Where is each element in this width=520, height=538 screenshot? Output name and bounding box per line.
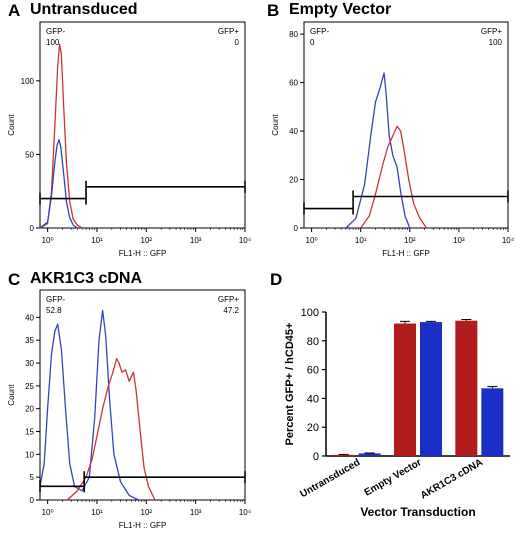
panel-b-x-tick-label: 10¹ bbox=[355, 236, 367, 245]
panel-a-x-tick-label: 10¹ bbox=[91, 236, 103, 245]
panel-b-y-tick-label: 0 bbox=[294, 224, 299, 233]
panel-b-series-2-line bbox=[360, 125, 428, 229]
panel-d-y-tick-label: 100 bbox=[301, 307, 319, 319]
panel-a-series-1-line bbox=[39, 43, 83, 229]
panel-c-gate-pos-label: GFP+ bbox=[218, 295, 239, 304]
panel-a-x-tick-label: 10² bbox=[141, 236, 153, 245]
panel-d-y-tick-label: 40 bbox=[307, 393, 319, 405]
panel-a-y-tick-label: 100 bbox=[21, 77, 35, 86]
panel-d-bar bbox=[420, 322, 442, 456]
panel-d-bar bbox=[332, 454, 355, 456]
panel-b-gate-pos-value: 100 bbox=[489, 38, 503, 47]
panel-c-y-tick-label: 30 bbox=[25, 359, 34, 368]
panel-a-y-axis-label: Count bbox=[7, 114, 16, 136]
panel-a-x-tick-label: 10⁰ bbox=[42, 236, 54, 245]
panel-c-gate-neg-value: 52.8 bbox=[46, 306, 62, 315]
panel-letter-b: B bbox=[267, 1, 280, 20]
panel-a-plot-frame bbox=[39, 21, 246, 229]
panel-a-y-tick-label: 0 bbox=[30, 224, 35, 233]
panel-b-x-tick-label: 10³ bbox=[453, 236, 465, 245]
panel-b-y-tick-label: 80 bbox=[289, 30, 298, 39]
panel-a-series-2-line bbox=[39, 139, 78, 229]
panel-c-y-tick-label: 20 bbox=[25, 405, 34, 414]
panel-d-y-tick-label: 80 bbox=[307, 336, 319, 348]
panel-a-x-axis-label: FL1-H :: GFP bbox=[119, 249, 167, 258]
panel-b-x-tick-label: 10⁴ bbox=[502, 236, 515, 245]
panel-d-category-label: Untransduced bbox=[298, 457, 362, 500]
panel-b-x-axis-label: FL1-H :: GFP bbox=[382, 249, 430, 258]
panel-c-gate-pos-value: 47.2 bbox=[223, 306, 239, 315]
panel-d-y-axis-label: Percent GFP+ / hCD45+ bbox=[284, 323, 296, 446]
panel-c-x-tick-label: 10⁴ bbox=[239, 508, 252, 517]
panel-c-title: AKR1C3 cDNA bbox=[30, 270, 143, 287]
panel-b-gate-neg-label: GFP- bbox=[310, 27, 329, 36]
panel-d-category-label: AKR1C3 cDNA bbox=[419, 457, 485, 502]
panel-b-x-tick-label: 10² bbox=[404, 236, 416, 245]
panel-c-y-axis-label: Count bbox=[7, 384, 16, 406]
panel-c-y-tick-label: 10 bbox=[25, 450, 34, 459]
panel-d-y-tick-label: 60 bbox=[307, 365, 319, 377]
panel-letter-a: A bbox=[8, 1, 21, 20]
panel-a-gate-pos-value: 0 bbox=[235, 38, 240, 47]
panel-b-gate-neg-value: 0 bbox=[310, 38, 315, 47]
panel-d-bar bbox=[455, 320, 478, 456]
panel-b-y-tick-label: 60 bbox=[289, 79, 298, 88]
panel-b-plot-frame bbox=[303, 21, 509, 229]
panel-c-plot-frame bbox=[39, 289, 246, 501]
panel-a-gate-neg-label: GFP- bbox=[46, 27, 65, 36]
panel-c-x-tick-label: 10³ bbox=[190, 508, 202, 517]
panel-c-series-1-line bbox=[39, 309, 139, 501]
panel-b-y-tick-label: 40 bbox=[289, 127, 298, 136]
panel-c-y-tick-label: 25 bbox=[25, 382, 34, 391]
panel-c-x-tick-label: 10⁰ bbox=[42, 508, 54, 517]
panel-a-title: Untransduced bbox=[30, 1, 138, 18]
panel-d-bar bbox=[394, 323, 416, 456]
panel-c-y-tick-label: 35 bbox=[25, 336, 34, 345]
panel-d-bar bbox=[358, 453, 381, 456]
panel-b-y-tick-label: 20 bbox=[289, 176, 298, 185]
panel-d-category-label: Empty Vector bbox=[363, 457, 424, 499]
panel-c-y-tick-label: 0 bbox=[30, 496, 35, 505]
panel-b-series-1-line bbox=[345, 72, 411, 229]
panel-d-bar bbox=[481, 388, 504, 456]
panel-d-y-tick-label: 0 bbox=[313, 451, 319, 463]
panel-c-x-tick-label: 10¹ bbox=[91, 508, 103, 517]
panel-a-x-tick-label: 10⁴ bbox=[239, 236, 252, 245]
panel-b-gate-pos-label: GFP+ bbox=[481, 27, 502, 36]
panel-d-y-tick-label: 20 bbox=[307, 422, 319, 434]
panel-a-gate-pos-label: GFP+ bbox=[218, 27, 239, 36]
panel-a-gate-neg-value: 100 bbox=[46, 38, 60, 47]
panel-c-y-tick-label: 40 bbox=[25, 313, 34, 322]
panel-a-x-tick-label: 10³ bbox=[190, 236, 202, 245]
panel-c-x-tick-label: 10² bbox=[141, 508, 153, 517]
panel-letter-c: C bbox=[8, 270, 21, 289]
panel-c-x-axis-label: FL1-H :: GFP bbox=[119, 521, 167, 530]
panel-b-y-axis-label: Count bbox=[271, 114, 280, 136]
panel-c-y-tick-label: 15 bbox=[25, 428, 34, 437]
panel-c-series-2-line bbox=[66, 357, 156, 501]
panel-c-gate-neg-label: GFP- bbox=[46, 295, 65, 304]
panel-letter-d: D bbox=[270, 270, 283, 289]
panel-c-y-tick-label: 5 bbox=[30, 473, 35, 482]
panel-b-title: Empty Vector bbox=[289, 1, 392, 18]
panel-b-x-tick-label: 10⁰ bbox=[306, 236, 318, 245]
panel-a-y-tick-label: 50 bbox=[25, 150, 34, 159]
panel-d-x-axis-label: Vector Transduction bbox=[360, 505, 475, 519]
